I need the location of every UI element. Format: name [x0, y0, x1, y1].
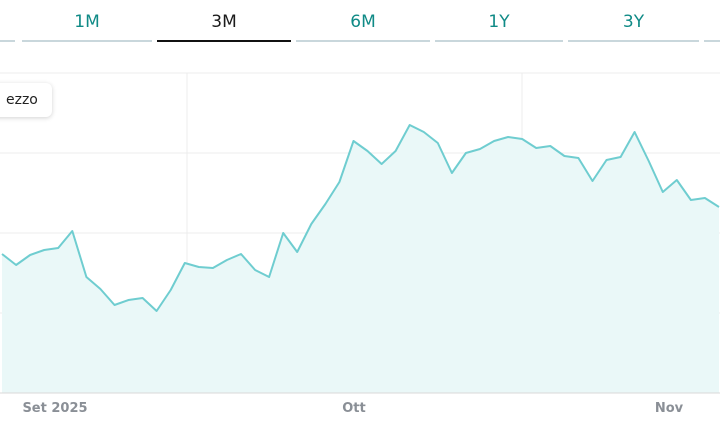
tab-underline — [22, 40, 152, 42]
tab-1y-label: 1Y — [488, 12, 510, 32]
tab-underline — [435, 40, 563, 42]
tab-underline — [704, 40, 720, 42]
tab-underline-active — [157, 40, 291, 42]
period-tabs: 1M 3M 6M 1Y 3Y — [0, 0, 720, 44]
tab-underline — [568, 40, 699, 42]
tab-3m[interactable]: 3M — [157, 0, 291, 44]
tab-1y[interactable]: 1Y — [435, 0, 563, 44]
legend-label: ezzo — [6, 92, 38, 108]
tab-3y-label: 3Y — [622, 12, 645, 32]
x-tick-label: Nov — [655, 401, 684, 416]
tab-prev[interactable] — [0, 0, 15, 44]
series-line — [1, 124, 720, 312]
tab-1m[interactable]: 1M — [22, 0, 152, 44]
tab-3m-label: 3M — [211, 12, 237, 32]
tab-6m[interactable]: 6M — [296, 0, 430, 44]
tab-underline — [0, 40, 15, 42]
x-tick-label: Set 2025 — [22, 401, 87, 416]
tab-6m-label: 6M — [350, 12, 376, 32]
series-area-fill — [2, 125, 719, 393]
tab-underline — [296, 40, 430, 42]
x-tick-labels: Set 2025 Ott Nov — [22, 401, 683, 416]
tab-1m-label: 1M — [74, 12, 100, 32]
legend-chip[interactable]: ezzo — [0, 83, 52, 117]
x-tick-label: Ott — [342, 401, 365, 416]
tab-next[interactable] — [704, 0, 720, 44]
tab-3y[interactable]: 3Y — [568, 0, 699, 44]
